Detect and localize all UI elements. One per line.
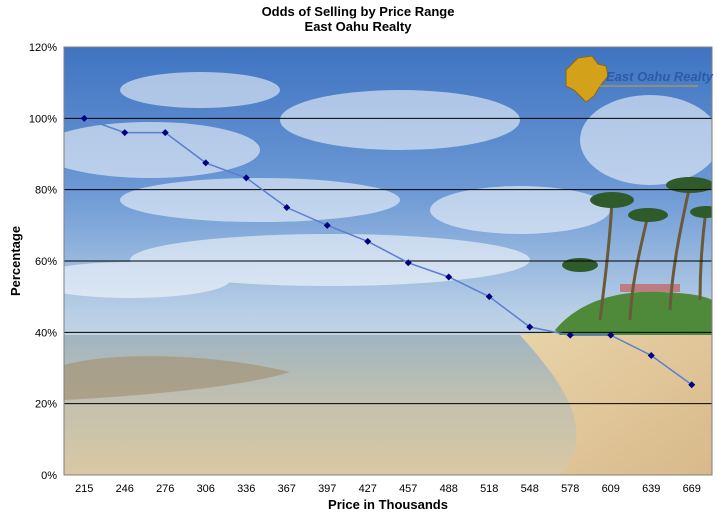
data-point-marker xyxy=(80,114,88,122)
x-tick-label: 427 xyxy=(359,483,377,495)
x-tick-labels: 215 246 276 306 336 367 397 427 457 488 518 548 578 6… xyxy=(75,483,701,495)
data-point-marker xyxy=(526,323,534,331)
data-point-marker xyxy=(121,129,129,137)
x-tick-label: 669 xyxy=(683,483,701,495)
x-tick-label: 246 xyxy=(116,483,134,495)
brand-watermark-text: East Oahu Realty xyxy=(606,69,714,84)
x-tick-label: 639 xyxy=(642,483,660,495)
y-tick-label: 40% xyxy=(35,327,57,339)
x-tick-label: 518 xyxy=(480,483,498,495)
data-point-marker xyxy=(445,273,453,281)
series-line xyxy=(84,117,693,386)
data-point-marker xyxy=(283,204,291,211)
data-point-marker xyxy=(161,129,169,137)
data-markers xyxy=(80,114,696,389)
y-tick-label: 100% xyxy=(29,113,57,125)
data-point-marker xyxy=(242,174,250,182)
x-tick-label: 609 xyxy=(602,483,620,495)
data-point-marker xyxy=(647,352,655,360)
plot-area-border xyxy=(63,46,713,476)
chart-subtitle: East Oahu Realty xyxy=(305,19,413,34)
y-tick-label: 60% xyxy=(35,256,57,268)
data-point-marker xyxy=(607,331,615,339)
x-tick-label: 336 xyxy=(237,483,255,495)
x-tick-label: 276 xyxy=(156,483,174,495)
x-tick-label: 578 xyxy=(561,483,579,495)
y-tick-label: 0% xyxy=(41,470,57,482)
x-tick-label: 306 xyxy=(197,483,215,495)
y-tick-label: 80% xyxy=(35,185,57,197)
data-point-marker xyxy=(404,259,412,267)
x-tick-label: 457 xyxy=(399,483,417,495)
chart-title: Odds of Selling by Price Range xyxy=(262,4,455,19)
y-tick-labels: 0% 20% 40% 60% 80% 100% 120% xyxy=(29,42,57,482)
x-tick-label: 397 xyxy=(318,483,336,495)
x-axis-label: Price in Thousands xyxy=(328,497,448,512)
gridlines xyxy=(64,117,712,405)
data-point-marker xyxy=(566,331,574,339)
y-axis-label: Percentage xyxy=(8,226,23,296)
y-tick-label: 120% xyxy=(29,42,57,54)
data-point-marker xyxy=(323,221,331,229)
data-point-marker xyxy=(364,237,372,245)
data-point-marker xyxy=(485,293,493,301)
x-tick-label: 488 xyxy=(440,483,458,495)
brand-watermark: East Oahu Realty xyxy=(565,55,714,103)
data-point-marker xyxy=(688,381,696,389)
x-tick-label: 215 xyxy=(75,483,93,495)
x-tick-label: 548 xyxy=(521,483,539,495)
data-point-marker xyxy=(202,159,210,167)
x-tick-label: 367 xyxy=(278,483,296,495)
y-tick-label: 20% xyxy=(35,399,57,411)
